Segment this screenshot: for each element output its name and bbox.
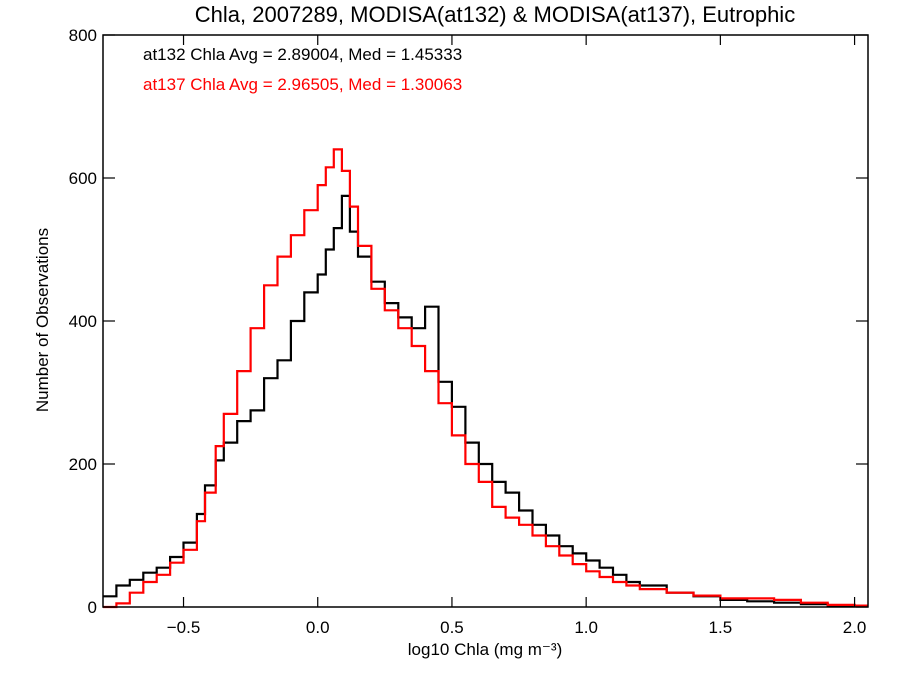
plot-area [103, 148, 868, 609]
stat-annotation: at132 Chla Avg = 2.89004, Med = 1.45333 [143, 45, 462, 64]
x-tick-label: 1.5 [709, 618, 733, 637]
stat-annotation: at137 Chla Avg = 2.96505, Med = 1.30063 [143, 75, 462, 94]
y-tick-label: 0 [88, 598, 97, 617]
x-tick-label: 1.0 [574, 618, 598, 637]
x-tick-label: 2.0 [843, 618, 867, 637]
y-tick-label: 600 [69, 169, 97, 188]
plot-frame [102, 34, 869, 608]
x-tick-label: 0.0 [306, 618, 330, 637]
y-tick-label: 400 [69, 312, 97, 331]
chart-title: Chla, 2007289, MODISA(at132) & MODISA(at… [195, 2, 795, 27]
series-line-at132 [103, 194, 868, 608]
series-line-at137 [103, 148, 868, 609]
axis-ticks: −0.5 0.0 0.5 1.0 1.5 2.0 0 200 400 600 800 [69, 26, 868, 637]
y-axis-label: Number of Observations [33, 228, 52, 412]
y-tick-label: 800 [69, 26, 97, 45]
stats-annotations: at132 Chla Avg = 2.89004, Med = 1.45333 a… [143, 45, 462, 94]
x-tick-label: 0.5 [440, 618, 464, 637]
x-axis-label: log10 Chla (mg m⁻³) [408, 640, 562, 659]
x-tick-label: −0.5 [167, 618, 201, 637]
y-tick-label: 200 [69, 455, 97, 474]
